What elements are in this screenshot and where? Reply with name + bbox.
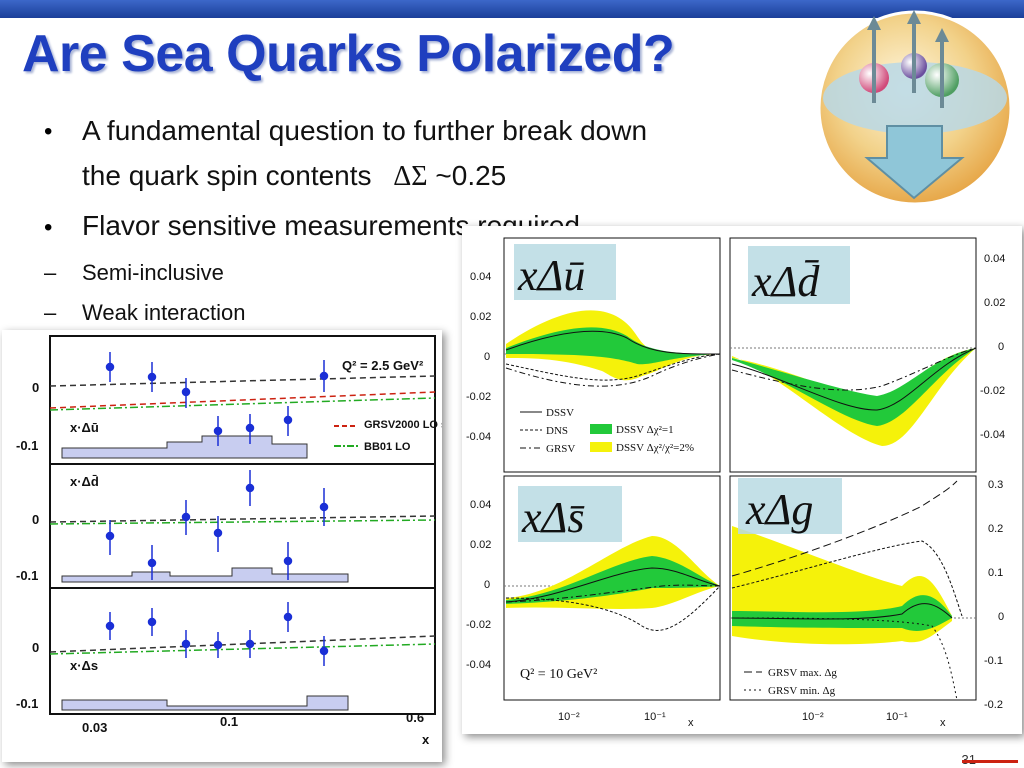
dssv-polarized-pdf-figure: xΔū DSSV DNS GRSV DSSV Δχ²=1 DSSV Δχ²/χ²…: [462, 226, 1022, 734]
ry-tick-top-3: -0.02: [980, 385, 1005, 397]
legend-dssv-chi2: DSSV Δχ²/χ²=2%: [616, 442, 694, 454]
y-tick-0-p2: 0: [32, 512, 39, 527]
rx-tick-1e-2-left: 10⁻²: [558, 711, 580, 723]
legend-dssv: DSSV: [546, 407, 574, 419]
y-tick-0-p1: 0: [32, 380, 39, 395]
ry-tick-bot-1: 0.2: [988, 523, 1003, 535]
panel-label-xdubar: xΔū: [517, 251, 585, 300]
x-tick-003: 0.03: [82, 720, 107, 735]
x-tick-06: 0.6: [406, 710, 424, 725]
sub-bullet-1: Semi-inclusive: [82, 260, 224, 285]
ry-tick-bot-3: 0: [998, 611, 1004, 623]
x-tick-01: 0.1: [220, 714, 238, 729]
ry-tick-bot-0: 0.3: [988, 479, 1003, 491]
legend-grsv: GRSV2000 LO std: [364, 419, 442, 431]
ly-tick-bot-3: -0.02: [466, 619, 491, 631]
panel-label-ubar: x·Δū: [70, 420, 99, 435]
y-tick-m01-p1: -0.1: [16, 438, 38, 453]
ly-tick-bot-2: 0: [484, 579, 490, 591]
delta-sigma-symbol: ΔΣ: [393, 161, 428, 192]
rx-label-left: x: [688, 717, 694, 729]
ly-tick-top-0: 0.04: [470, 271, 491, 283]
q2-label-right: Q² = 10 GeV²: [520, 667, 597, 682]
ly-tick-bot-4: -0.04: [466, 659, 491, 671]
sub-bullet-2: Weak interaction: [82, 300, 246, 325]
ry-tick-top-4: -0.04: [980, 429, 1005, 441]
ly-tick-top-1: 0.02: [470, 311, 491, 323]
ry-tick-top-0: 0.04: [984, 253, 1005, 265]
ly-tick-top-3: -0.02: [466, 391, 491, 403]
bullet-1-line-1: A fundamental question to further break …: [82, 115, 648, 146]
dash-1: –: [44, 260, 57, 285]
ly-tick-top-4: -0.04: [466, 431, 491, 443]
rx-label-right: x: [940, 717, 946, 729]
ry-tick-bot-5: -0.2: [984, 699, 1003, 711]
ry-tick-bot-4: -0.1: [984, 655, 1003, 667]
y-tick-m01-p3: -0.1: [16, 696, 38, 711]
legend-dns: DNS: [546, 425, 568, 437]
ly-tick-top-2: 0: [484, 351, 490, 363]
slide-title: Are Sea Quarks Polarized?: [22, 25, 675, 83]
rx-tick-1e-1-right: 10⁻¹: [886, 711, 908, 723]
ly-tick-bot-0: 0.04: [470, 499, 491, 511]
legend-grsv-min: GRSV min. Δg: [768, 685, 836, 697]
panel-label-dbar: x·Δd̄: [70, 474, 99, 489]
panel-label-xdsbar: xΔs̄: [521, 493, 585, 542]
footer-accent-line: [962, 760, 1018, 763]
panel-label-xddbar: xΔd̄: [751, 257, 820, 306]
page-number: 31: [962, 752, 976, 767]
ry-tick-top-1: 0.02: [984, 297, 1005, 309]
ry-tick-bot-2: 0.1: [988, 567, 1003, 579]
panel-label-s: x·Δs: [70, 658, 98, 673]
bullet-1-line-2: the quark spin contents ΔΣ ~0.25: [82, 160, 506, 193]
dash-2: –: [44, 300, 57, 325]
rx-tick-1e-2-right: 10⁻²: [802, 711, 824, 723]
y-tick-0-p3: 0: [32, 640, 39, 655]
q2-label-left: Q² = 2.5 GeV²: [342, 358, 424, 373]
legend-bb01: BB01 LO: [364, 441, 411, 453]
bullet-dot: •: [44, 214, 53, 241]
bullet-1-line-2-text: the quark spin contents: [82, 160, 372, 191]
rx-tick-1e-1-left: 10⁻¹: [644, 711, 666, 723]
hermes-sea-quark-figure: Q² = 2.5 GeV² x·Δū GRSV2000 LO std BB01 …: [2, 330, 458, 762]
x-axis-label: x: [422, 732, 430, 747]
delta-sigma-value: ~0.25: [435, 160, 507, 191]
ry-tick-top-2: 0: [998, 341, 1004, 353]
ly-tick-bot-1: 0.02: [470, 539, 491, 551]
panel-label-xdg: xΔg: [745, 485, 813, 534]
legend-grsv-max: GRSV max. Δg: [768, 667, 837, 679]
proton-spin-logo: [817, 10, 1013, 206]
legend-dssv-chi1: DSSV Δχ²=1: [616, 424, 674, 436]
y-tick-m01-p2: -0.1: [16, 568, 38, 583]
bullet-dot: •: [44, 118, 53, 145]
top-bar: [0, 0, 1024, 18]
legend-grsv-right: GRSV: [546, 443, 575, 455]
